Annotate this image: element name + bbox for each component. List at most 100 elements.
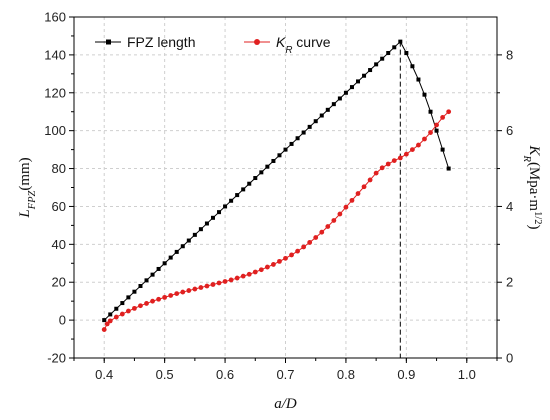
data-point — [258, 267, 264, 273]
data-point — [295, 248, 300, 254]
data-point — [192, 286, 198, 292]
data-point — [373, 170, 379, 176]
data-point — [271, 158, 276, 163]
y-left-tick-label: 80 — [52, 161, 66, 176]
data-point — [403, 151, 409, 157]
data-point — [222, 279, 228, 284]
data-point — [325, 224, 331, 229]
x-tick-label: 0.7 — [276, 367, 294, 382]
y-left-tick-label: 160 — [44, 10, 66, 25]
data-point — [101, 327, 107, 332]
data-point — [440, 115, 446, 120]
y-right-tick-label: 8 — [506, 47, 513, 62]
series-line — [103, 111, 450, 330]
data-point — [229, 198, 234, 203]
x-tick-label: 1.0 — [458, 367, 476, 382]
legend-label: KR curve — [276, 34, 331, 56]
data-point — [325, 107, 330, 112]
data-point — [355, 191, 361, 196]
data-point — [264, 264, 270, 270]
data-point — [104, 321, 110, 327]
legend-label: FPZ length — [127, 34, 195, 50]
data-point — [259, 170, 264, 175]
y-right-tick-label: 6 — [506, 123, 513, 138]
y-left-tick-label: 0 — [59, 313, 66, 328]
data-point — [307, 124, 312, 129]
data-point — [313, 119, 318, 124]
data-point — [307, 240, 313, 245]
data-point — [386, 50, 391, 55]
data-point — [138, 303, 143, 309]
data-point — [337, 211, 343, 217]
data-point — [210, 215, 215, 220]
data-point — [428, 109, 433, 114]
data-point — [283, 255, 288, 261]
data-point — [410, 64, 415, 69]
legend-swatch-marker — [254, 39, 260, 45]
data-point — [204, 283, 210, 289]
data-point — [180, 289, 186, 295]
data-point — [156, 296, 162, 302]
legend: FPZ length KR curve — [95, 34, 331, 56]
data-point — [422, 136, 427, 142]
data-point — [379, 165, 385, 171]
data-point — [277, 153, 282, 158]
data-point — [234, 275, 240, 281]
data-point — [362, 73, 367, 78]
data-point — [216, 280, 222, 286]
data-point — [434, 128, 439, 133]
data-point — [410, 147, 415, 153]
data-point — [349, 197, 355, 203]
x-axis-title: a/D — [274, 396, 297, 412]
data-point — [319, 229, 325, 235]
data-point — [313, 235, 319, 240]
data-point — [283, 147, 288, 152]
legend-item: FPZ length — [95, 34, 195, 50]
data-point — [204, 221, 209, 226]
y-left-tick-label: 60 — [52, 199, 66, 214]
data-point — [198, 227, 203, 232]
x-tick-label: 0.4 — [95, 367, 113, 382]
series-line — [103, 40, 450, 321]
data-point — [235, 193, 240, 198]
data-point — [361, 184, 367, 190]
data-point — [301, 130, 306, 135]
data-point — [168, 293, 174, 298]
data-point — [446, 166, 451, 171]
data-point — [144, 301, 149, 306]
data-point — [217, 210, 222, 215]
axis-titles: a/D LFPZ(mm) KR(Mpa·m1/2) — [17, 144, 544, 412]
data-point — [404, 50, 409, 55]
data-point — [252, 269, 258, 275]
data-point — [241, 187, 246, 192]
data-point — [126, 295, 131, 300]
data-point — [368, 68, 373, 73]
y-left-tick-label: -20 — [47, 351, 66, 366]
y-left-tick-label: 20 — [52, 275, 66, 290]
data-point — [265, 164, 270, 169]
data-point — [102, 318, 107, 323]
data-point — [108, 312, 113, 317]
data-point — [343, 90, 348, 95]
series-layer — [101, 39, 452, 332]
data-point — [422, 92, 427, 97]
data-point — [331, 218, 337, 223]
data-point — [343, 204, 349, 210]
data-point — [416, 142, 421, 148]
data-point — [162, 294, 168, 300]
x-tick-label: 0.8 — [337, 367, 355, 382]
y-left-tick-label: 120 — [44, 85, 66, 100]
x-tick-label: 0.9 — [397, 367, 415, 382]
data-point — [192, 232, 197, 237]
data-point — [289, 141, 294, 146]
data-point — [119, 311, 125, 317]
data-point — [223, 204, 228, 209]
data-point — [107, 318, 113, 324]
data-point — [247, 181, 252, 186]
data-point — [337, 96, 342, 101]
data-point — [174, 249, 179, 254]
legend-swatch-marker — [106, 39, 111, 45]
data-point — [240, 273, 246, 279]
data-point — [253, 176, 258, 181]
